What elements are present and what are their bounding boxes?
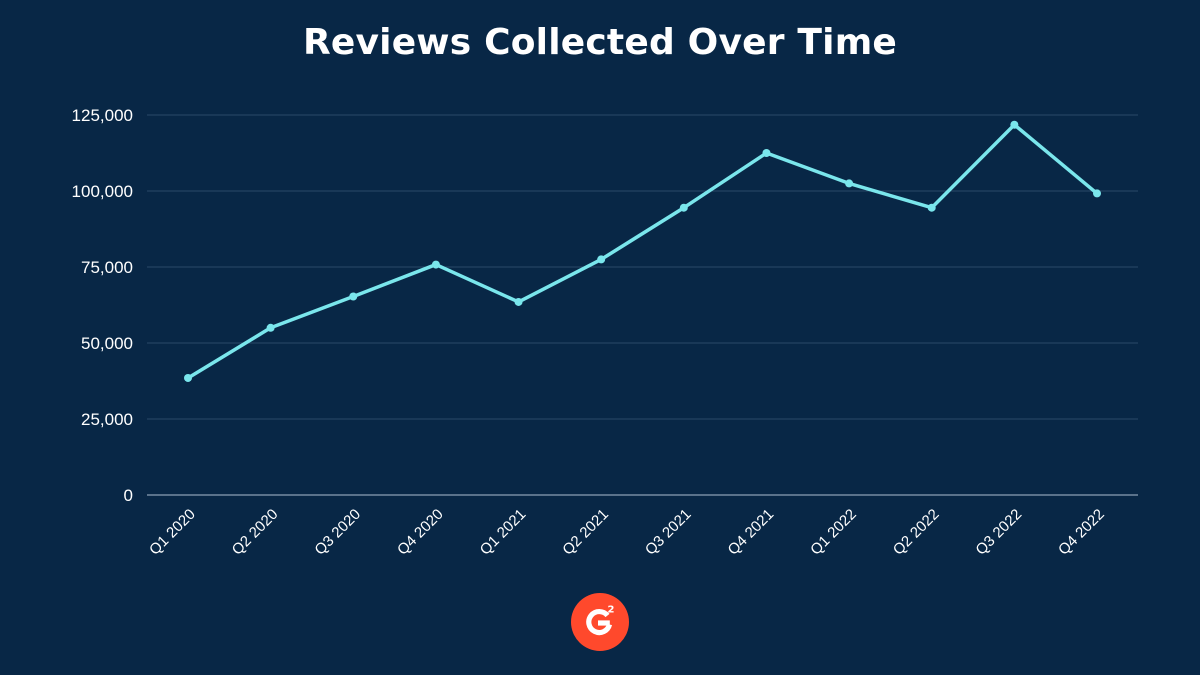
x-tick-label: Q4 2022 bbox=[1055, 506, 1108, 559]
svg-text:2: 2 bbox=[608, 605, 615, 616]
gridlines bbox=[147, 114, 1138, 496]
x-tick-label: Q1 2021 bbox=[477, 506, 530, 559]
g2-logo-icon: 2 bbox=[571, 593, 629, 651]
x-tick-label: Q4 2020 bbox=[394, 506, 447, 559]
data-point bbox=[514, 297, 523, 306]
x-tick-label: Q2 2021 bbox=[559, 506, 612, 559]
y-tick-label: 0 bbox=[124, 486, 133, 505]
y-axis-tick-labels: 0 25,000 50,000 75,000 100,000 125,000 bbox=[72, 106, 133, 505]
y-tick-label: 125,000 bbox=[72, 106, 133, 125]
x-tick-label: Q2 2022 bbox=[890, 506, 943, 559]
data-point bbox=[679, 203, 688, 212]
data-point bbox=[1010, 120, 1019, 129]
y-tick-label: 50,000 bbox=[81, 334, 133, 353]
x-tick-label: Q3 2020 bbox=[311, 506, 364, 559]
y-tick-label: 75,000 bbox=[81, 258, 133, 277]
chart-title: Reviews Collected Over Time bbox=[302, 22, 898, 63]
x-tick-label: Q4 2021 bbox=[725, 506, 778, 559]
x-tick-label: Q1 2022 bbox=[807, 506, 860, 559]
x-tick-label: Q3 2022 bbox=[972, 506, 1025, 559]
series-line bbox=[186, 122, 1099, 380]
x-axis-tick-labels: Q1 2020 Q2 2020 Q3 2020 Q4 2020 Q1 2021 Q2 20… bbox=[146, 506, 1108, 559]
data-point bbox=[597, 255, 606, 264]
x-tick-label: Q3 2021 bbox=[642, 506, 695, 559]
data-point bbox=[349, 292, 358, 301]
data-point bbox=[927, 203, 936, 212]
data-point bbox=[266, 323, 275, 332]
data-point bbox=[845, 179, 854, 188]
series-reviews bbox=[184, 120, 1101, 382]
data-point bbox=[1093, 189, 1101, 198]
data-point bbox=[762, 149, 771, 157]
data-point bbox=[431, 260, 440, 269]
x-tick-label: Q2 2020 bbox=[229, 506, 282, 559]
data-point bbox=[184, 373, 192, 382]
y-tick-label: 25,000 bbox=[81, 410, 133, 429]
y-tick-label: 100,000 bbox=[72, 182, 133, 201]
x-tick-label: Q1 2020 bbox=[146, 506, 199, 559]
